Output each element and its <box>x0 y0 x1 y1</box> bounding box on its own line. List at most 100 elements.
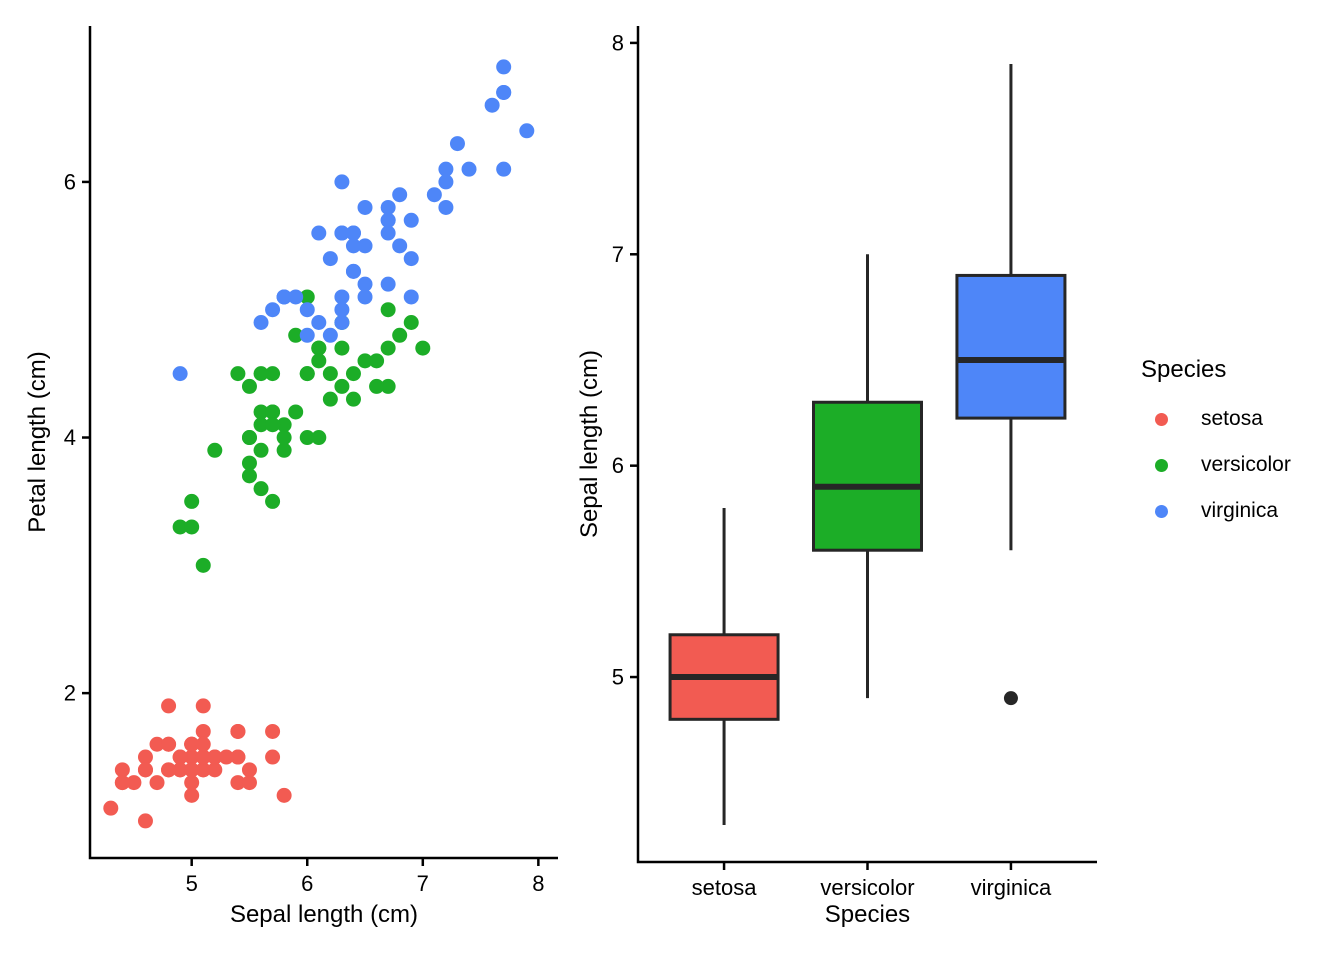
legend-label-setosa: setosa <box>1201 407 1263 430</box>
scatter-point-versicolor <box>369 353 385 369</box>
scatter-point-virginica <box>438 161 454 177</box>
scatter-point-virginica <box>299 327 315 343</box>
scatter-point-versicolor <box>334 378 350 394</box>
boxplot-versicolor <box>812 254 923 699</box>
scatter-point-virginica <box>253 315 269 331</box>
scatter-point-virginica <box>357 238 373 254</box>
y-tick-label: 2 <box>64 681 76 706</box>
scatter-point-setosa <box>241 775 257 791</box>
scatter-point-versicolor <box>253 481 269 497</box>
x-axis-title: Species <box>825 901 910 928</box>
scatter-point-setosa <box>184 762 200 778</box>
scatter-point-virginica <box>357 199 373 215</box>
scatter-point-setosa <box>114 775 130 791</box>
scatter-point-setosa <box>230 749 246 765</box>
scatter-point-virginica <box>380 276 396 292</box>
scatter-point-virginica <box>172 366 188 382</box>
scatter-point-virginica <box>496 84 512 100</box>
scatter-point-setosa <box>230 723 246 739</box>
scatter-point-versicolor <box>380 302 396 318</box>
legend-entry-virginica: virginica <box>1141 488 1291 534</box>
scatter-point-virginica <box>334 225 350 241</box>
scatter-point-virginica <box>345 225 361 241</box>
scatter-point-virginica <box>426 187 442 203</box>
scatter-point-virginica <box>392 238 408 254</box>
scatter-point-versicolor <box>230 366 246 382</box>
scatter-point-setosa <box>184 787 200 803</box>
legend-dot-versicolor-icon <box>1155 458 1168 472</box>
scatter-point-versicolor <box>276 430 292 446</box>
scatter-point-virginica <box>496 161 512 177</box>
legend-entry-versicolor: versicolor <box>1141 442 1291 488</box>
scatter-point-versicolor <box>241 430 257 446</box>
legend-dot-setosa-icon <box>1155 412 1168 426</box>
scatter-point-virginica <box>403 251 419 267</box>
x-tick-label: setosa <box>692 875 758 900</box>
box-iqr <box>812 400 923 552</box>
scatter-point-virginica <box>345 263 361 279</box>
scatter-point-versicolor <box>195 557 211 573</box>
scatter-point-versicolor <box>276 442 292 458</box>
scatter-point-versicolor <box>334 340 350 356</box>
y-tick-label: 8 <box>612 30 624 55</box>
legend-label-virginica: virginica <box>1201 499 1279 522</box>
scatter-point-versicolor <box>369 378 385 394</box>
scatter-point-versicolor <box>241 455 257 471</box>
scatter-point-virginica <box>380 225 396 241</box>
scatter-point-virginica <box>380 199 396 215</box>
x-tick-label: versicolor <box>820 875 914 900</box>
scatter-point-virginica <box>334 302 350 318</box>
scatter-point-versicolor <box>311 430 327 446</box>
scatter-point-virginica <box>496 59 512 75</box>
y-tick-label: 6 <box>64 169 76 194</box>
scatter-point-versicolor <box>322 366 338 382</box>
y-tick-label: 4 <box>64 425 76 450</box>
axis-lines <box>88 26 558 860</box>
scatter-point-setosa <box>137 762 153 778</box>
legend-entry-setosa: setosa <box>1141 396 1291 442</box>
scatter-point-virginica <box>392 187 408 203</box>
scatter-point-setosa <box>195 698 211 714</box>
boxplot-setosa <box>668 507 780 826</box>
legend-label-versicolor: versicolor <box>1201 453 1291 476</box>
scatter-point-setosa <box>195 723 211 739</box>
scatter-point-versicolor <box>172 519 188 535</box>
x-tick-label: 6 <box>301 871 313 896</box>
scatter-series-versicolor <box>172 289 431 573</box>
scatter-point-virginica <box>484 97 500 113</box>
boxplot-virginica <box>955 64 1067 706</box>
scatter-point-setosa <box>218 749 234 765</box>
x-tick-label: 7 <box>417 871 429 896</box>
scatter-point-setosa <box>149 736 165 752</box>
scatter-point-versicolor <box>265 417 281 433</box>
scatter-point-versicolor <box>265 366 281 382</box>
scatter-point-virginica <box>334 289 350 305</box>
scatter-point-versicolor <box>253 404 269 420</box>
scatter-point-setosa <box>195 749 211 765</box>
scatter-point-virginica <box>438 199 454 215</box>
scatter-point-virginica <box>461 161 477 177</box>
scatter-point-virginica <box>334 174 350 190</box>
scatter-point-setosa <box>149 775 165 791</box>
scatter-point-versicolor <box>311 353 327 369</box>
scatter-point-versicolor <box>322 391 338 407</box>
scatter-point-versicolor <box>184 493 200 509</box>
scatter-point-versicolor <box>380 378 396 394</box>
scatter-point-versicolor <box>265 404 281 420</box>
scatter-point-setosa <box>184 736 200 752</box>
y-tick-label: 5 <box>612 665 624 690</box>
scatter-point-setosa <box>207 749 223 765</box>
scatter-point-versicolor <box>241 468 257 484</box>
scatter-point-versicolor <box>299 430 315 446</box>
scatter-point-setosa <box>126 775 142 791</box>
scatter-point-versicolor <box>241 378 257 394</box>
scatter-point-versicolor <box>392 327 408 343</box>
scatter-point-setosa <box>265 723 281 739</box>
scatter-point-versicolor <box>311 340 327 356</box>
scatter-point-virginica <box>403 289 419 305</box>
scatter-point-virginica <box>288 289 304 305</box>
scatter-point-versicolor <box>299 289 315 305</box>
scatter-point-setosa <box>161 698 177 714</box>
scatter-point-setosa <box>265 749 281 765</box>
scatter-point-versicolor <box>288 404 304 420</box>
